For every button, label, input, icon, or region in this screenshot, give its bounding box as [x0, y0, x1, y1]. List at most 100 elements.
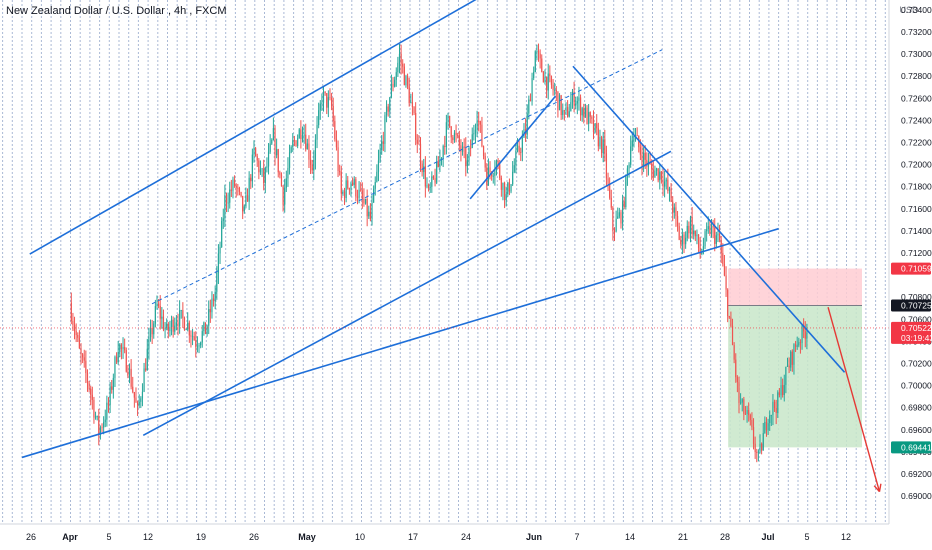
trendline-long-support[interactable] [21, 227, 779, 459]
candle [712, 219, 714, 239]
candle [450, 125, 452, 144]
price-tag-entry: 0.70725 [891, 299, 932, 312]
candle [174, 317, 176, 335]
candle [98, 408, 100, 446]
candle [363, 188, 365, 207]
candle [565, 102, 567, 116]
candle [327, 90, 329, 118]
candle [773, 399, 776, 412]
candle [733, 342, 735, 364]
take-profit-zone[interactable] [728, 305, 862, 448]
candle [356, 189, 359, 205]
candle [612, 206, 614, 241]
candle [778, 388, 781, 398]
candle [96, 415, 98, 421]
price-tick-label: 0.71200 [901, 248, 932, 258]
candle [751, 412, 753, 431]
candle [592, 110, 595, 140]
candle [243, 204, 245, 214]
price-tick-label: 0.72200 [901, 138, 932, 148]
candle [470, 139, 472, 157]
candle [786, 357, 789, 367]
candle [340, 165, 342, 201]
candle [255, 146, 257, 157]
candle [783, 374, 785, 402]
candle [112, 373, 114, 399]
candle [431, 171, 433, 193]
time-tick-label: 19 [196, 532, 206, 542]
candle [761, 442, 763, 455]
candle [444, 135, 446, 155]
candle [607, 172, 609, 191]
candle [195, 331, 197, 358]
candle [735, 353, 737, 383]
candle [400, 44, 402, 75]
candle [617, 207, 619, 219]
candle [804, 321, 806, 348]
candle [398, 43, 401, 74]
candle [662, 169, 664, 196]
candle [332, 97, 334, 127]
candle [718, 224, 721, 243]
candle [272, 117, 274, 141]
candle [722, 243, 724, 267]
candle [381, 135, 383, 155]
candle [298, 128, 300, 139]
candle [348, 187, 350, 195]
candle [605, 145, 608, 187]
candle [148, 327, 150, 360]
candle [437, 156, 439, 168]
trendline-channel-lower[interactable] [142, 150, 672, 437]
candle [313, 150, 315, 181]
time-axis-panel[interactable] [0, 524, 932, 550]
candle [324, 91, 326, 96]
candle [159, 295, 161, 330]
stop-loss-zone[interactable] [728, 268, 862, 306]
candle [355, 176, 357, 202]
time-tick-label: 12 [143, 532, 153, 542]
candle [503, 181, 506, 209]
candle [209, 299, 211, 323]
price-tag-stop-loss: 0.71059 [891, 262, 932, 275]
price-axis-panel[interactable] [889, 0, 932, 524]
candle [515, 143, 517, 174]
candle [177, 313, 179, 336]
candle [246, 188, 249, 202]
price-tick-label: 0.69800 [901, 403, 932, 413]
candle [416, 134, 418, 154]
trendline-down-trend[interactable] [572, 65, 846, 373]
symbol-title[interactable]: New Zealand Dollar / U.S. Dollar, 4h, FXCM [6, 5, 227, 17]
candle [518, 140, 520, 156]
candle [426, 177, 428, 189]
candle [546, 76, 548, 99]
candle [492, 172, 494, 184]
time-tick-label: 5 [804, 532, 809, 542]
candle [124, 338, 126, 354]
candle [196, 336, 199, 353]
trendline-minor-rising[interactable] [469, 95, 557, 200]
candle [208, 300, 210, 335]
candle [258, 158, 260, 180]
candle [484, 152, 486, 172]
currency-label: USD [899, 5, 919, 15]
candle [520, 147, 522, 161]
candle [379, 143, 381, 163]
candle [717, 222, 719, 243]
candle [149, 319, 152, 342]
candle [403, 63, 405, 86]
candle [350, 181, 352, 197]
candle [382, 131, 384, 152]
candle [292, 133, 294, 152]
candle [206, 324, 208, 337]
candle [406, 73, 409, 90]
candle [699, 237, 701, 259]
trendline-drawings[interactable] [21, 0, 882, 493]
trendline-channel-upper[interactable] [29, 0, 497, 255]
candle [659, 163, 661, 190]
candle [230, 179, 232, 198]
candle [473, 124, 475, 141]
candle [602, 132, 604, 163]
candle [576, 96, 578, 115]
projection-arrow[interactable] [827, 306, 882, 493]
